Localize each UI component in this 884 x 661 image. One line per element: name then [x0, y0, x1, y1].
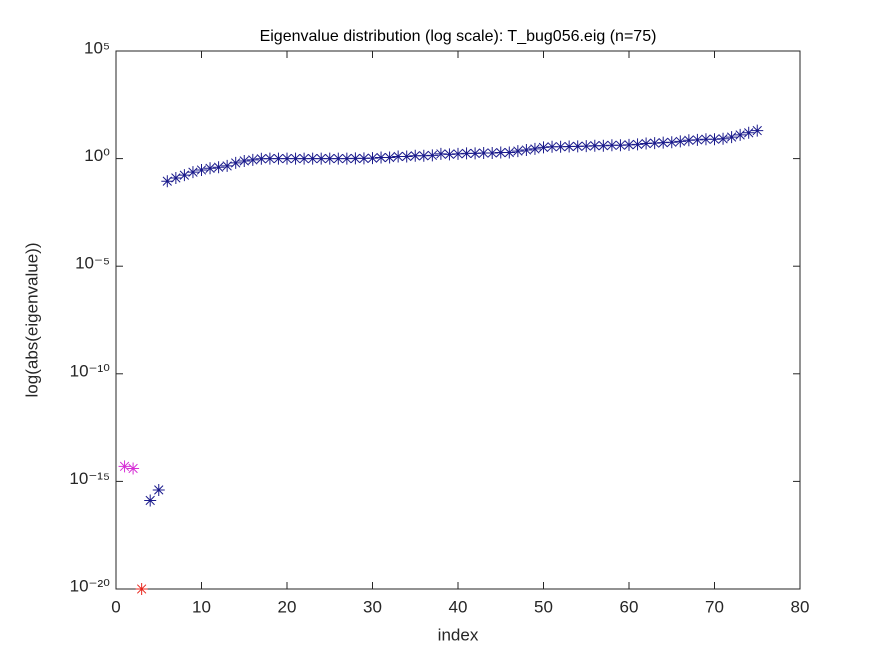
point	[699, 133, 712, 146]
point	[178, 169, 191, 182]
point	[238, 154, 251, 167]
y-tick-label: 10⁻²⁰	[70, 576, 111, 595]
point	[537, 141, 550, 154]
y-tick-label: 10⁻¹⁰	[70, 361, 111, 380]
x-tick-label: 40	[449, 597, 468, 616]
point	[691, 133, 704, 146]
point	[554, 140, 567, 153]
point	[460, 147, 473, 160]
point	[281, 152, 293, 165]
x-tick-label: 0	[111, 597, 120, 616]
point	[263, 152, 276, 165]
y-tick-label: 10⁵	[84, 38, 110, 57]
point	[665, 136, 678, 149]
point	[118, 460, 131, 473]
point	[229, 156, 242, 169]
point	[400, 150, 413, 163]
point	[306, 152, 319, 165]
point	[204, 162, 217, 175]
point	[169, 171, 182, 184]
plot-area	[115, 50, 801, 590]
point	[452, 147, 464, 160]
y-axis-label: log(abs(eigenvalue))	[22, 243, 41, 398]
point	[520, 143, 533, 156]
point	[443, 148, 456, 161]
point	[614, 139, 627, 152]
point	[434, 147, 447, 160]
x-axis-label: index	[438, 625, 479, 644]
point	[323, 152, 336, 165]
point	[152, 483, 165, 496]
y-tick-label: 10⁻¹⁵	[69, 469, 110, 488]
point	[289, 152, 302, 165]
point	[392, 150, 405, 163]
point	[375, 151, 388, 164]
point	[417, 149, 430, 162]
point	[332, 152, 345, 165]
point	[315, 152, 328, 165]
point	[751, 124, 764, 137]
point	[597, 139, 610, 152]
point	[674, 135, 687, 148]
point	[195, 164, 208, 177]
point	[528, 142, 541, 155]
point	[357, 152, 370, 165]
point	[580, 140, 593, 153]
y-tick-label: 10⁻⁵	[75, 254, 110, 273]
point	[605, 139, 618, 152]
point	[682, 134, 695, 147]
x-tick-label: 50	[534, 597, 553, 616]
point	[221, 159, 234, 172]
point	[186, 166, 199, 179]
chart-title: Eigenvalue distribution (log scale): T_b…	[260, 28, 657, 45]
point	[511, 145, 524, 158]
x-tick-label: 30	[363, 597, 382, 616]
x-tick-label: 10	[192, 597, 211, 616]
point	[725, 131, 738, 144]
point	[717, 132, 730, 145]
x-tick-label: 70	[705, 597, 724, 616]
point	[409, 149, 422, 162]
point	[571, 140, 584, 153]
point	[631, 138, 644, 151]
point	[383, 151, 396, 164]
point	[486, 147, 499, 160]
point	[426, 149, 439, 162]
point	[657, 136, 670, 149]
point	[623, 138, 635, 151]
point	[349, 152, 362, 165]
x-tick-label: 80	[791, 597, 810, 616]
point	[503, 146, 516, 159]
point	[469, 147, 482, 160]
point	[135, 583, 148, 595]
x-tick-label: 60	[620, 597, 639, 616]
point	[340, 152, 353, 165]
point	[494, 146, 507, 159]
point	[298, 152, 311, 165]
point	[366, 152, 379, 165]
point	[212, 161, 225, 174]
point	[742, 126, 755, 139]
point	[161, 175, 174, 188]
point	[144, 494, 157, 507]
point	[272, 152, 285, 165]
point	[708, 133, 721, 146]
point	[255, 152, 268, 165]
y-tick-label: 10⁰	[84, 146, 110, 165]
point	[563, 140, 576, 153]
point	[477, 147, 490, 160]
point	[648, 137, 661, 150]
point	[640, 137, 653, 150]
point	[734, 128, 747, 141]
point	[546, 140, 559, 153]
x-tick-label: 20	[278, 597, 297, 616]
point	[588, 139, 601, 152]
point	[246, 153, 259, 166]
point	[127, 462, 140, 475]
